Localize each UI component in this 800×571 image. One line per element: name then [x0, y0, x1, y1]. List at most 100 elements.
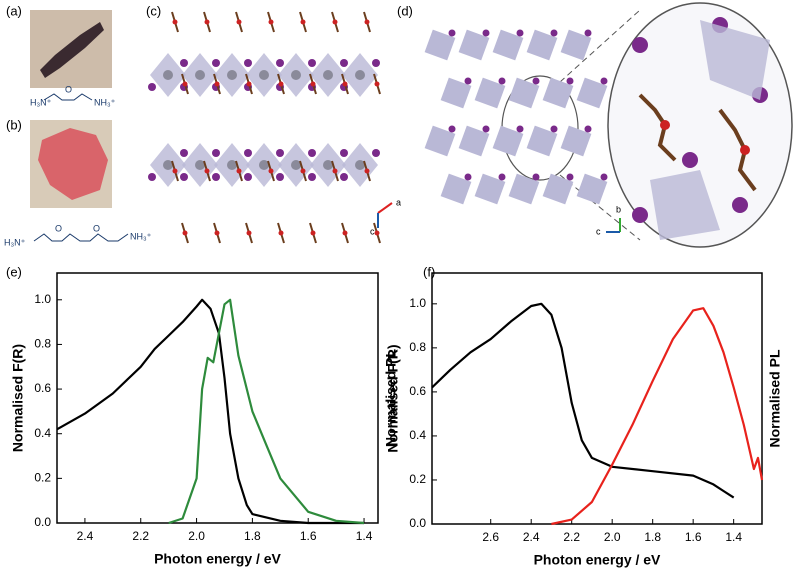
axis-name: c — [370, 226, 375, 236]
atom — [308, 149, 316, 157]
y-tick-label: 0.4 — [34, 426, 51, 440]
x-tick-label: 1.4 — [356, 529, 373, 543]
octahedron — [542, 77, 574, 109]
atom — [372, 149, 380, 157]
x-tick-label: 2.6 — [482, 530, 499, 544]
atom — [364, 19, 370, 25]
atom — [566, 77, 574, 85]
atom — [308, 59, 316, 67]
y-tick-label: 0.8 — [409, 340, 426, 354]
atom — [682, 152, 698, 168]
zoom-line — [559, 9, 641, 83]
atom — [259, 70, 269, 80]
atom — [300, 19, 306, 25]
atom — [310, 230, 316, 236]
formula: O — [55, 223, 62, 233]
axis-name: a — [396, 197, 401, 207]
atom — [532, 77, 540, 85]
x-tick-label: 1.8 — [244, 529, 261, 543]
octahedron — [576, 77, 608, 109]
octahedron — [650, 170, 720, 240]
atom — [214, 81, 220, 87]
atom — [550, 125, 558, 133]
axis-name: c — [596, 226, 601, 236]
octahedron — [526, 125, 558, 157]
atom — [584, 125, 592, 133]
atom — [308, 173, 316, 181]
atom — [372, 59, 380, 67]
atom — [212, 59, 220, 67]
atom — [566, 173, 574, 181]
atom — [195, 70, 205, 80]
crystal — [40, 22, 104, 78]
atom — [482, 29, 490, 37]
y-tick-label: 0.0 — [34, 515, 51, 529]
atom — [355, 70, 365, 80]
crystal — [38, 128, 108, 200]
octahedron — [440, 173, 472, 205]
atom — [310, 81, 316, 87]
formula: H₃N⁺ — [30, 97, 52, 107]
atom — [342, 230, 348, 236]
atom — [244, 149, 252, 157]
atom — [632, 37, 648, 53]
x-tick-label: 1.6 — [685, 530, 702, 544]
atom — [342, 81, 348, 87]
octahedron — [576, 173, 608, 205]
octahedron — [440, 77, 472, 109]
y-tick-label: 0.8 — [34, 337, 51, 351]
octahedron — [474, 77, 506, 109]
atom — [498, 77, 506, 85]
atom — [163, 160, 173, 170]
atom — [180, 59, 188, 67]
atom — [340, 59, 348, 67]
y-axis-label: Normalised F(R) — [385, 344, 401, 452]
atom — [448, 125, 456, 133]
atom — [332, 168, 338, 174]
x-tick-label: 2.4 — [77, 529, 94, 543]
atom — [732, 197, 748, 213]
atom — [464, 173, 472, 181]
molecule-bond — [43, 93, 93, 101]
atom — [172, 168, 178, 174]
data-line — [431, 302, 735, 499]
octahedron — [458, 29, 490, 61]
atom — [246, 81, 252, 87]
atom — [214, 230, 220, 236]
x-tick-label: 1.8 — [644, 530, 661, 544]
y-tick-label: 0.6 — [409, 384, 426, 398]
y-tick-label: 0.2 — [34, 471, 51, 485]
atom — [532, 173, 540, 181]
atom — [276, 173, 284, 181]
atom — [600, 173, 608, 181]
x-tick-label: 1.6 — [300, 529, 317, 543]
x-tick-label: 1.4 — [725, 530, 742, 544]
panel-label: (e) — [6, 264, 22, 279]
atom — [212, 173, 220, 181]
formula: NH₃⁺ — [94, 97, 116, 107]
atom — [584, 29, 592, 37]
atom — [660, 120, 670, 130]
y-tick-label: 0.6 — [34, 381, 51, 395]
atom — [182, 230, 188, 236]
axis-name: b — [616, 204, 621, 214]
panel-label: (c) — [146, 3, 161, 18]
x-tick-label: 2.4 — [523, 530, 540, 544]
atom — [632, 207, 648, 223]
y-tick-label: 0.4 — [409, 428, 426, 442]
x-tick-label: 2.2 — [132, 529, 149, 543]
atom — [600, 77, 608, 85]
panel-label: (a) — [6, 3, 22, 18]
atom — [278, 81, 284, 87]
atom — [212, 149, 220, 157]
data-line — [56, 298, 364, 525]
y-tick-label: 0.2 — [409, 472, 426, 486]
atom — [244, 173, 252, 181]
atom — [482, 125, 490, 133]
octahedron — [492, 125, 524, 157]
octahedron — [700, 20, 770, 100]
atom — [276, 59, 284, 67]
panel-label: (f) — [423, 264, 435, 279]
octahedron — [424, 125, 456, 157]
